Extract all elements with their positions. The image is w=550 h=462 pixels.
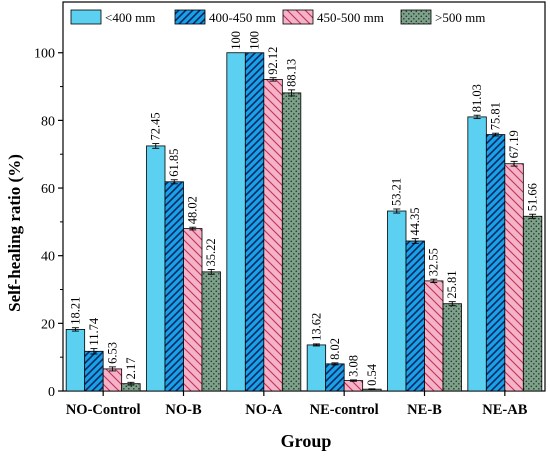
plot-frame xyxy=(62,1,546,392)
data-label: 51.66 xyxy=(526,183,540,211)
legend-swatch xyxy=(70,9,102,25)
data-label: 0.54 xyxy=(365,363,379,386)
bar xyxy=(442,303,462,392)
data-label: 18.21 xyxy=(68,297,82,325)
bar xyxy=(405,240,425,392)
legend-label: >500 mm xyxy=(435,10,485,25)
bar xyxy=(65,329,86,392)
data-label: 100 xyxy=(229,31,243,50)
bar xyxy=(84,350,104,392)
data-label: 11.74 xyxy=(87,317,101,345)
bar xyxy=(146,145,166,392)
bar xyxy=(164,181,184,392)
value-labels-group: 18.21 11.74 6.53 2.17 72.45 61.85 48.02 35.22 10… xyxy=(68,31,539,386)
bar xyxy=(522,215,543,392)
legend: <400 mm 400-450 mm 450-500 mm >500 mm xyxy=(70,9,485,25)
data-label: 13.62 xyxy=(309,313,323,341)
legend-label: 400-450 mm xyxy=(209,10,276,25)
x-tick-label: NE-AB xyxy=(482,402,527,418)
y-tick-label: 0 xyxy=(48,385,55,400)
bar xyxy=(343,380,364,392)
bar xyxy=(424,280,444,392)
bar xyxy=(102,368,123,392)
data-label: 32.55 xyxy=(427,248,441,276)
x-tick-label: NO-B xyxy=(165,402,202,418)
legend-label: <400 mm xyxy=(105,10,155,25)
legend-swatch xyxy=(282,9,314,25)
bar xyxy=(387,210,407,392)
data-label: 6.53 xyxy=(105,342,119,364)
bar xyxy=(244,52,265,392)
bar xyxy=(306,344,327,392)
data-label: 88.13 xyxy=(285,59,299,87)
y-axis-title: Self-healing ratio (%) xyxy=(5,154,24,312)
data-label: 72.45 xyxy=(149,112,163,140)
legend-swatch xyxy=(400,9,432,25)
x-tick-label: NO-A xyxy=(245,402,283,418)
y-tick-label: 80 xyxy=(41,114,55,129)
bar xyxy=(183,228,203,392)
x-axis-title: Group xyxy=(281,431,332,451)
y-tick-label: 40 xyxy=(41,250,55,265)
legend-swatch xyxy=(174,9,206,25)
bar xyxy=(504,163,524,392)
x-tick-label: NE-control xyxy=(310,402,379,418)
axes-group: 0 20 40 60 80 100 NO-Control NO-B NO-A NE-control… xyxy=(34,47,528,418)
y-tick-label: 60 xyxy=(41,182,55,197)
data-label: 44.35 xyxy=(408,207,422,235)
data-label: 67.19 xyxy=(507,130,521,158)
data-label: 53.21 xyxy=(390,178,404,206)
data-label: 61.85 xyxy=(167,149,181,177)
y-tick-label: 20 xyxy=(41,317,55,332)
bar xyxy=(485,134,506,392)
data-label: 100 xyxy=(248,31,262,50)
bar xyxy=(281,92,302,392)
bar xyxy=(226,52,246,392)
y-tick-label: 100 xyxy=(34,47,55,62)
bar xyxy=(263,78,283,392)
data-label: 3.08 xyxy=(346,355,360,377)
data-label: 75.81 xyxy=(489,102,503,130)
data-label: 92.12 xyxy=(266,47,280,75)
bar xyxy=(201,271,221,392)
bar xyxy=(467,116,487,392)
bar xyxy=(325,363,345,392)
x-tick-label: NO-Control xyxy=(66,402,141,418)
data-label: 48.02 xyxy=(186,196,200,224)
data-label: 8.02 xyxy=(328,338,342,360)
bars-group xyxy=(65,52,543,392)
data-label: 35.22 xyxy=(204,238,218,266)
data-label: 81.03 xyxy=(470,84,484,112)
legend-label: 450-500 mm xyxy=(317,10,384,25)
data-label: 2.17 xyxy=(124,357,138,379)
x-tick-label: NE-B xyxy=(407,402,442,418)
data-label: 25.81 xyxy=(445,271,459,299)
plot-area xyxy=(62,1,546,392)
